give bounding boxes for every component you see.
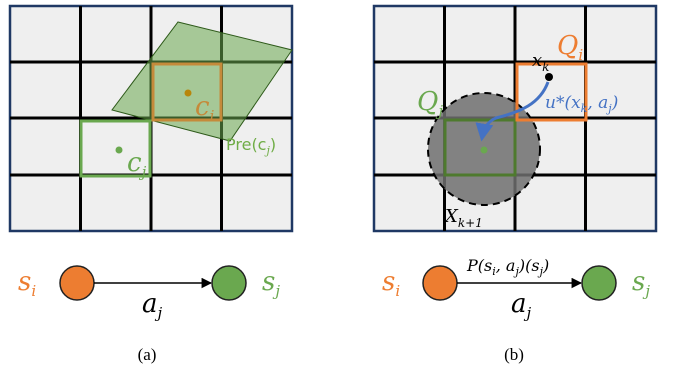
control-label: u*(xk, aj) [545,93,618,115]
graph-a-action: aj [142,289,163,322]
graph-a-node-i [59,265,95,301]
Q-j-dot [480,146,488,154]
caption-a: (a) [138,345,157,364]
cell-Q-j [443,118,517,177]
pre-region-a [111,21,293,142]
graph-b-node-j [581,265,617,301]
Q-i-label: Qi [557,31,583,64]
x-k-label: xk [532,50,549,74]
graph-b-s-j: sj [632,267,650,300]
graph-b-action: aj [511,289,532,322]
caption-b: (b) [504,345,524,364]
c-j-label: cj [127,148,147,181]
graph-b-s-i: si [382,267,400,300]
c-j-dot [115,146,123,154]
graph-a-node-j [211,265,247,301]
cell-c-i [151,62,223,122]
x-k-dot [545,73,553,81]
cell-c-j [79,119,152,178]
Q-j-label: Qj [417,87,443,120]
graph-b-probability: P(si, aj)(sj) [466,256,549,278]
panel-a: ci cj Pre(cj) si sj aj (a) [8,4,294,364]
c-i-dot [184,89,192,97]
graph-a-s-i: si [18,267,36,300]
panel-b: Qi Qj xk u*(xk, aj) Xk+1 si sj P(si, aj)… [372,4,658,364]
pre-label: Pre(cj) [226,135,276,157]
c-i-label: ci [195,92,215,125]
reach-set-label: Xk+1 [443,206,483,230]
cell-Q-i [515,62,588,122]
graph-b-node-i [422,265,458,301]
graph-a-s-j: sj [262,267,280,300]
control-arrow [475,81,550,142]
